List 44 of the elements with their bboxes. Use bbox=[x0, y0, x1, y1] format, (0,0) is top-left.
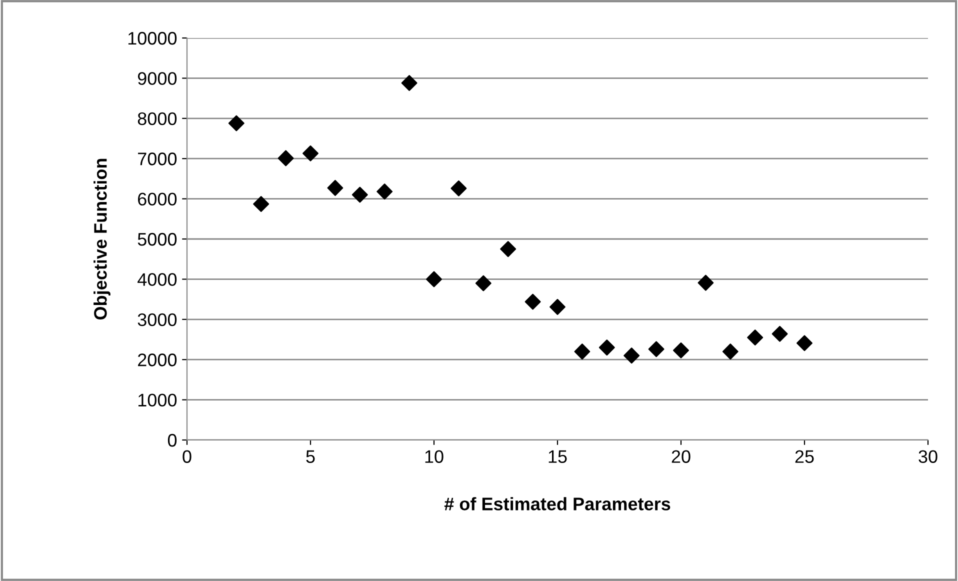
point bbox=[550, 298, 566, 315]
point bbox=[500, 241, 516, 258]
y-tick-label: 1000 bbox=[138, 394, 177, 407]
y-tick-label: 5000 bbox=[138, 232, 177, 246]
point bbox=[796, 335, 812, 352]
x-tick-label: 25 bbox=[795, 450, 814, 463]
point bbox=[475, 275, 492, 292]
x-tick-label: 0 bbox=[182, 450, 192, 463]
point bbox=[598, 340, 615, 356]
point bbox=[401, 75, 418, 91]
point bbox=[698, 274, 714, 291]
point bbox=[574, 344, 590, 360]
x-tick-label: 30 bbox=[918, 450, 938, 463]
point bbox=[747, 330, 764, 346]
point bbox=[524, 294, 541, 310]
point bbox=[673, 342, 689, 358]
y-tick-label: 2000 bbox=[138, 354, 177, 366]
x-axis-title: # of Estimated Parameters bbox=[444, 497, 670, 510]
y-tick-label: 6000 bbox=[138, 192, 177, 206]
point bbox=[302, 145, 318, 162]
y-tick-label: 10000 bbox=[128, 32, 177, 45]
point bbox=[253, 196, 270, 212]
point bbox=[376, 184, 393, 200]
point bbox=[772, 326, 788, 342]
x-tick-label: 20 bbox=[672, 450, 690, 463]
x-tick-label: 5 bbox=[306, 450, 315, 463]
point bbox=[722, 344, 738, 360]
x-tick-label: 10 bbox=[425, 450, 444, 463]
point bbox=[327, 180, 344, 196]
y-axis-title: Objective Function bbox=[94, 158, 110, 320]
point bbox=[352, 186, 368, 203]
point bbox=[426, 271, 442, 288]
point bbox=[624, 348, 640, 364]
y-tick-label: 4000 bbox=[138, 273, 177, 286]
y-tick-label: 3000 bbox=[138, 313, 177, 326]
y-tick-label: 8000 bbox=[138, 112, 177, 126]
x-tick-label: 15 bbox=[548, 450, 567, 463]
y-tick-label: 0 bbox=[168, 434, 177, 447]
y-tick-label: 7000 bbox=[138, 152, 177, 166]
point bbox=[228, 115, 244, 132]
y-tick-label: 9000 bbox=[138, 72, 177, 85]
point bbox=[450, 180, 467, 196]
point bbox=[278, 150, 294, 166]
point bbox=[648, 341, 664, 358]
